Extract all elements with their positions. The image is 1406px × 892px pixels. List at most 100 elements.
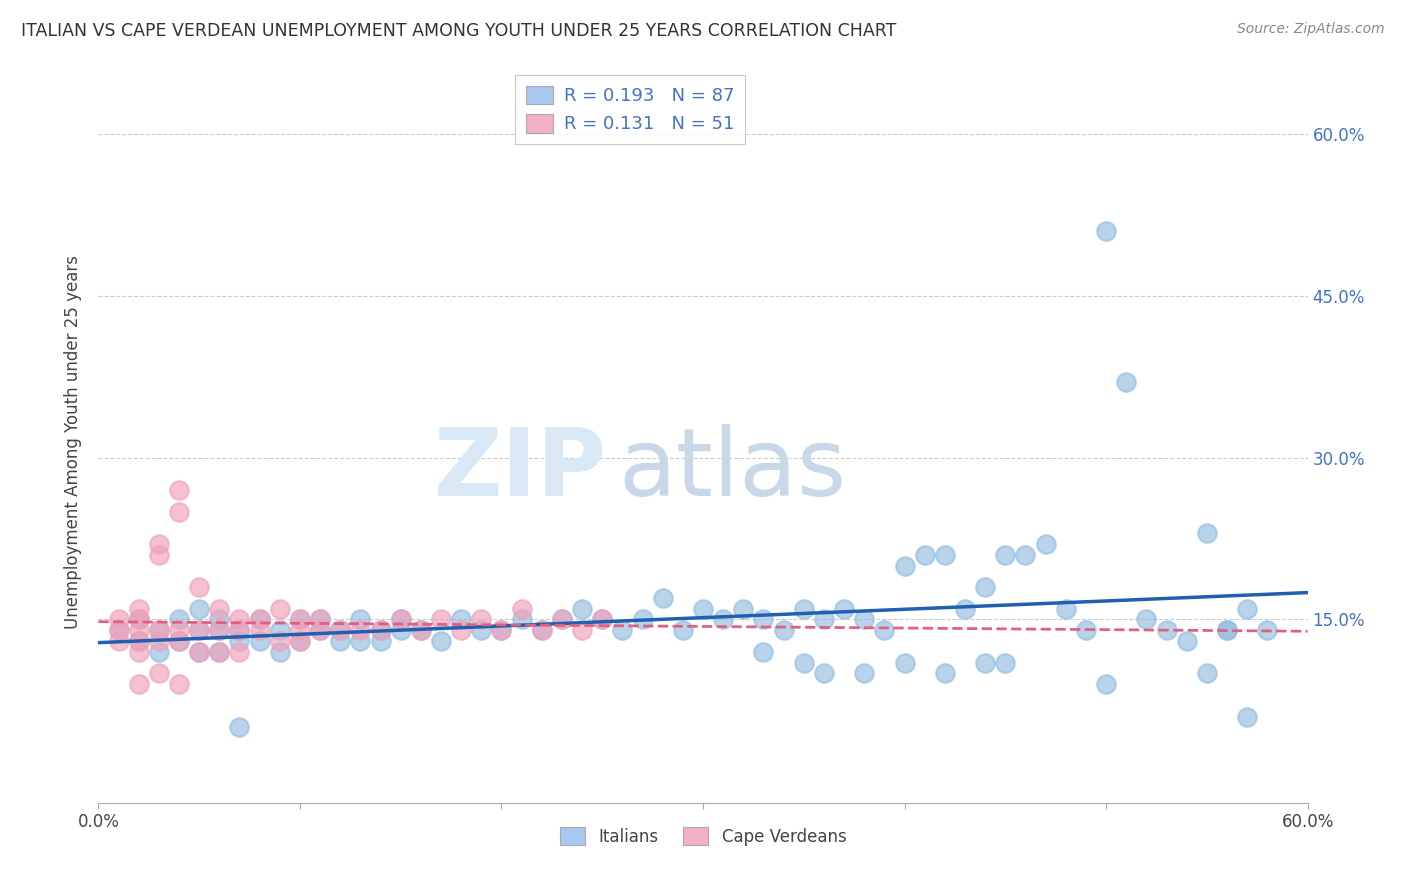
Point [188,580,211,594]
Point [772,624,794,638]
Point [148,666,170,681]
Point [953,601,976,615]
Point [1156,624,1178,638]
Text: ZIP: ZIP [433,425,606,516]
Point [692,601,714,615]
Point [994,656,1017,670]
Point [873,624,896,638]
Point [128,645,150,659]
Point [249,634,271,648]
Point [1074,624,1097,638]
Point [934,548,956,562]
Point [793,601,815,615]
Point [1195,666,1218,681]
Point [148,645,170,659]
Point [651,591,673,605]
Point [591,612,613,626]
Point [188,601,211,615]
Point [510,612,533,626]
Point [1236,709,1258,723]
Point [450,624,472,638]
Point [1175,634,1198,648]
Point [612,624,634,638]
Point [208,645,231,659]
Point [288,634,311,648]
Point [813,666,835,681]
Point [167,634,190,648]
Point [228,612,250,626]
Point [914,548,936,562]
Point [269,624,291,638]
Point [793,656,815,670]
Point [148,537,170,551]
Point [329,624,352,638]
Point [349,634,371,648]
Point [249,612,271,626]
Point [208,645,231,659]
Point [228,624,250,638]
Point [1195,526,1218,541]
Point [430,634,453,648]
Point [249,612,271,626]
Point [208,624,231,638]
Point [1115,376,1137,390]
Point [167,677,190,691]
Point [188,645,211,659]
Point [974,580,997,594]
Point [128,677,150,691]
Point [167,624,190,638]
Point [893,558,915,573]
Text: atlas: atlas [619,425,846,516]
Point [491,624,513,638]
Point [370,634,392,648]
Point [228,624,250,638]
Y-axis label: Unemployment Among Youth under 25 years: Unemployment Among Youth under 25 years [65,254,83,629]
Point [510,601,533,615]
Point [167,612,190,626]
Point [188,624,211,638]
Point [1135,612,1157,626]
Point [148,548,170,562]
Point [470,624,492,638]
Point [288,612,311,626]
Point [249,624,271,638]
Point [269,634,291,648]
Point [228,720,250,734]
Point [672,624,695,638]
Point [208,624,231,638]
Point [128,634,150,648]
Point [228,645,250,659]
Point [591,612,613,626]
Point [107,634,129,648]
Text: ITALIAN VS CAPE VERDEAN UNEMPLOYMENT AMONG YOUTH UNDER 25 YEARS CORRELATION CHAR: ITALIAN VS CAPE VERDEAN UNEMPLOYMENT AMO… [21,22,897,40]
Point [551,612,574,626]
Point [370,624,392,638]
Point [228,634,250,648]
Point [188,624,211,638]
Point [167,505,190,519]
Point [128,624,150,638]
Point [934,666,956,681]
Point [288,634,311,648]
Point [167,483,190,497]
Point [1216,624,1239,638]
Point [733,601,755,615]
Point [1256,624,1278,638]
Point [148,624,170,638]
Point [167,634,190,648]
Point [631,612,654,626]
Point [288,624,311,638]
Point [309,624,332,638]
Point [389,612,412,626]
Point [269,601,291,615]
Point [551,612,574,626]
Point [470,612,492,626]
Point [389,624,412,638]
Point [128,634,150,648]
Point [309,612,332,626]
Point [370,624,392,638]
Point [530,624,553,638]
Point [853,666,876,681]
Point [1236,601,1258,615]
Point [107,624,129,638]
